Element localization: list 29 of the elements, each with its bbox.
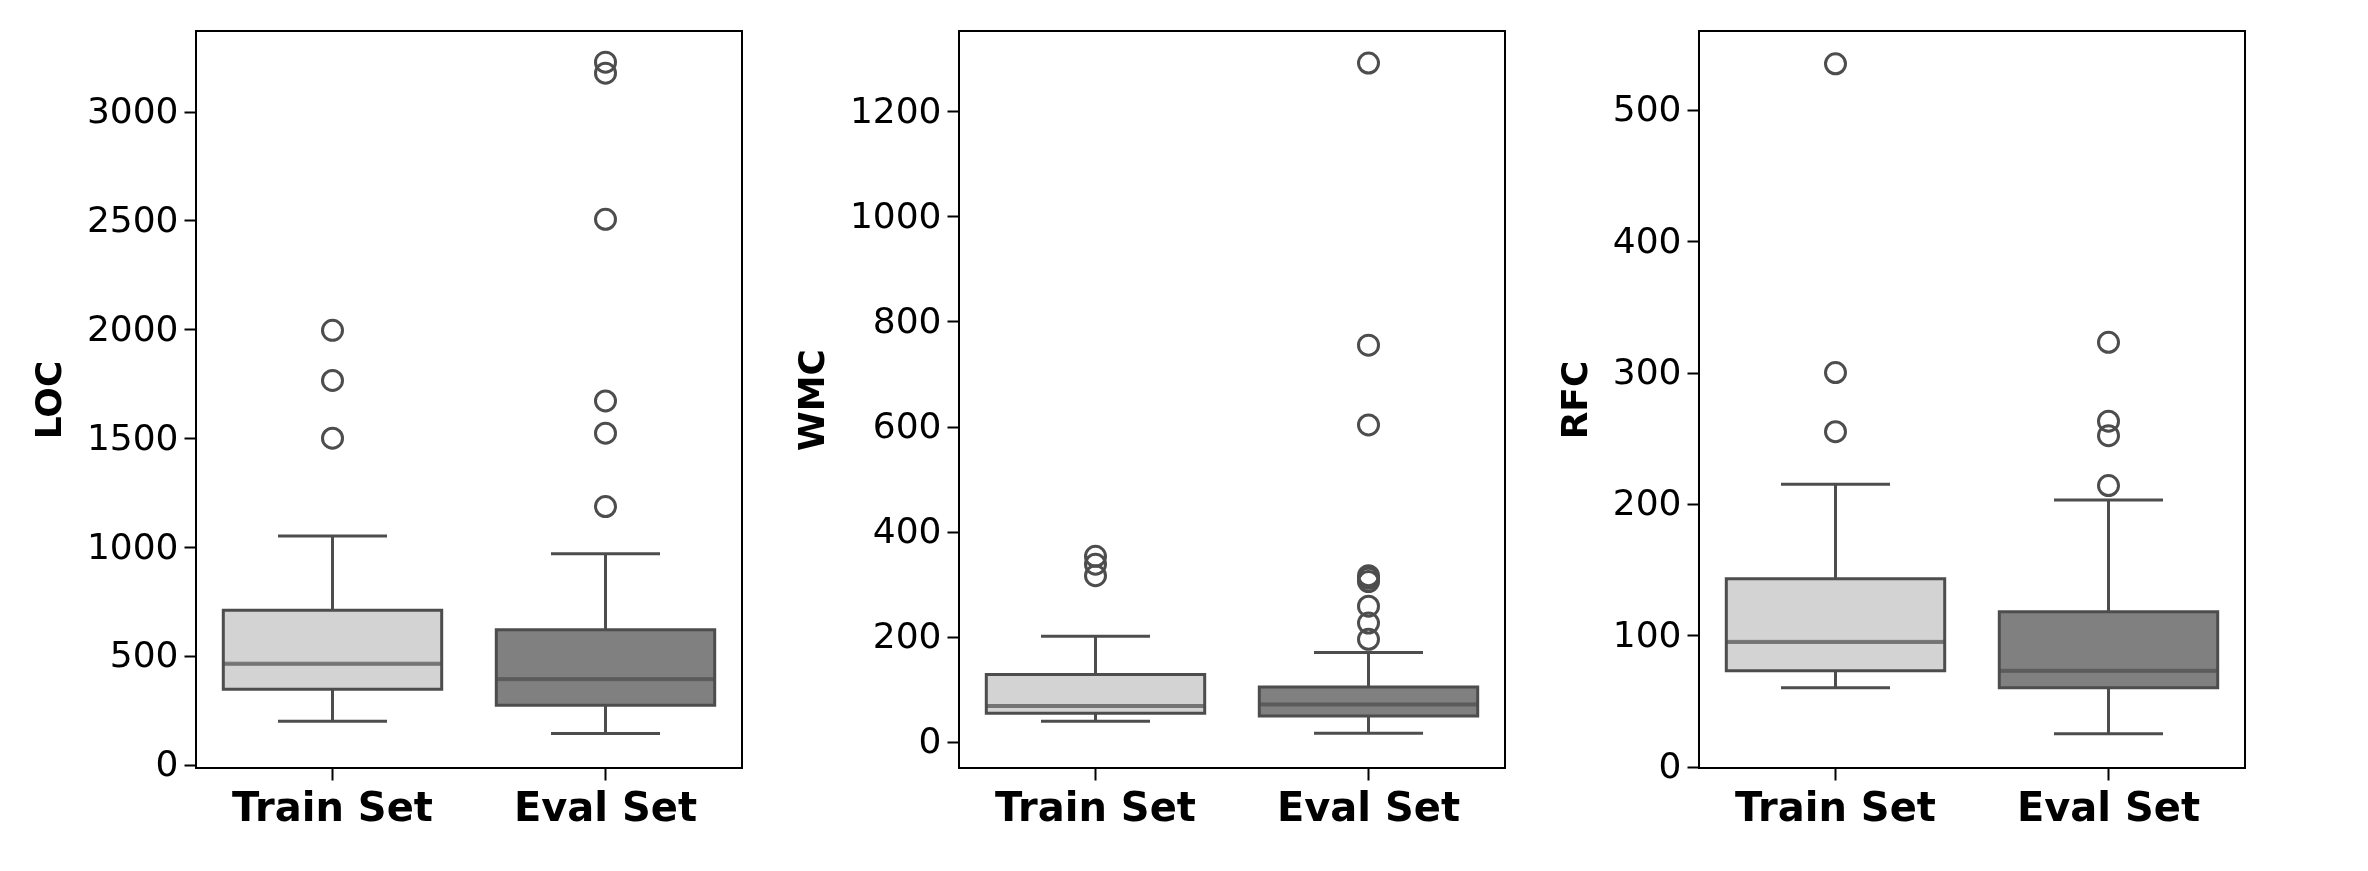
y-tick-label: 500	[109, 634, 179, 676]
y-tick-label: 500	[1612, 88, 1682, 130]
y-tick-label: 0	[155, 743, 179, 785]
x-tick-label: Eval Set	[513, 783, 698, 830]
y-tick-label: 400	[1612, 219, 1682, 261]
x-tick-label: Train Set	[1735, 783, 1936, 830]
y-tick-label: 2500	[86, 198, 179, 240]
y-tick-label: 1000	[849, 194, 942, 236]
y-tick-label: 1500	[86, 416, 179, 458]
y-axis-title: WMC	[790, 349, 832, 451]
y-tick-label: 400	[872, 510, 942, 552]
x-tick-label: Eval Set	[2016, 783, 2201, 830]
y-tick-label: 1200	[849, 89, 942, 131]
y-tick-label: 800	[872, 299, 942, 341]
y-axis-title: RFC	[1553, 360, 1595, 440]
y-tick-label: 100	[1612, 613, 1682, 655]
y-tick-label: 2000	[86, 307, 179, 349]
x-tick-label: Train Set	[995, 783, 1196, 830]
y-tick-label: 200	[872, 615, 942, 657]
y-tick-label: 300	[1612, 351, 1682, 393]
y-axis-title: LOC	[27, 360, 69, 440]
y-tick-label: 200	[1612, 482, 1682, 524]
y-tick-label: 1000	[86, 525, 179, 567]
y-tick-label: 0	[918, 720, 942, 762]
y-tick-label: 0	[1658, 745, 1682, 787]
x-tick-label: Train Set	[232, 783, 433, 830]
y-tick-label: 3000	[86, 90, 179, 132]
x-tick-label: Eval Set	[1276, 783, 1461, 830]
y-tick-label: 600	[872, 405, 942, 447]
